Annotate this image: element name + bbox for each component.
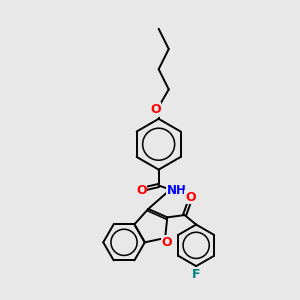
Text: O: O (150, 103, 160, 116)
Text: O: O (161, 236, 172, 249)
Text: O: O (185, 191, 196, 204)
Text: F: F (192, 268, 200, 281)
Text: NH: NH (167, 184, 187, 197)
Text: O: O (136, 184, 147, 197)
